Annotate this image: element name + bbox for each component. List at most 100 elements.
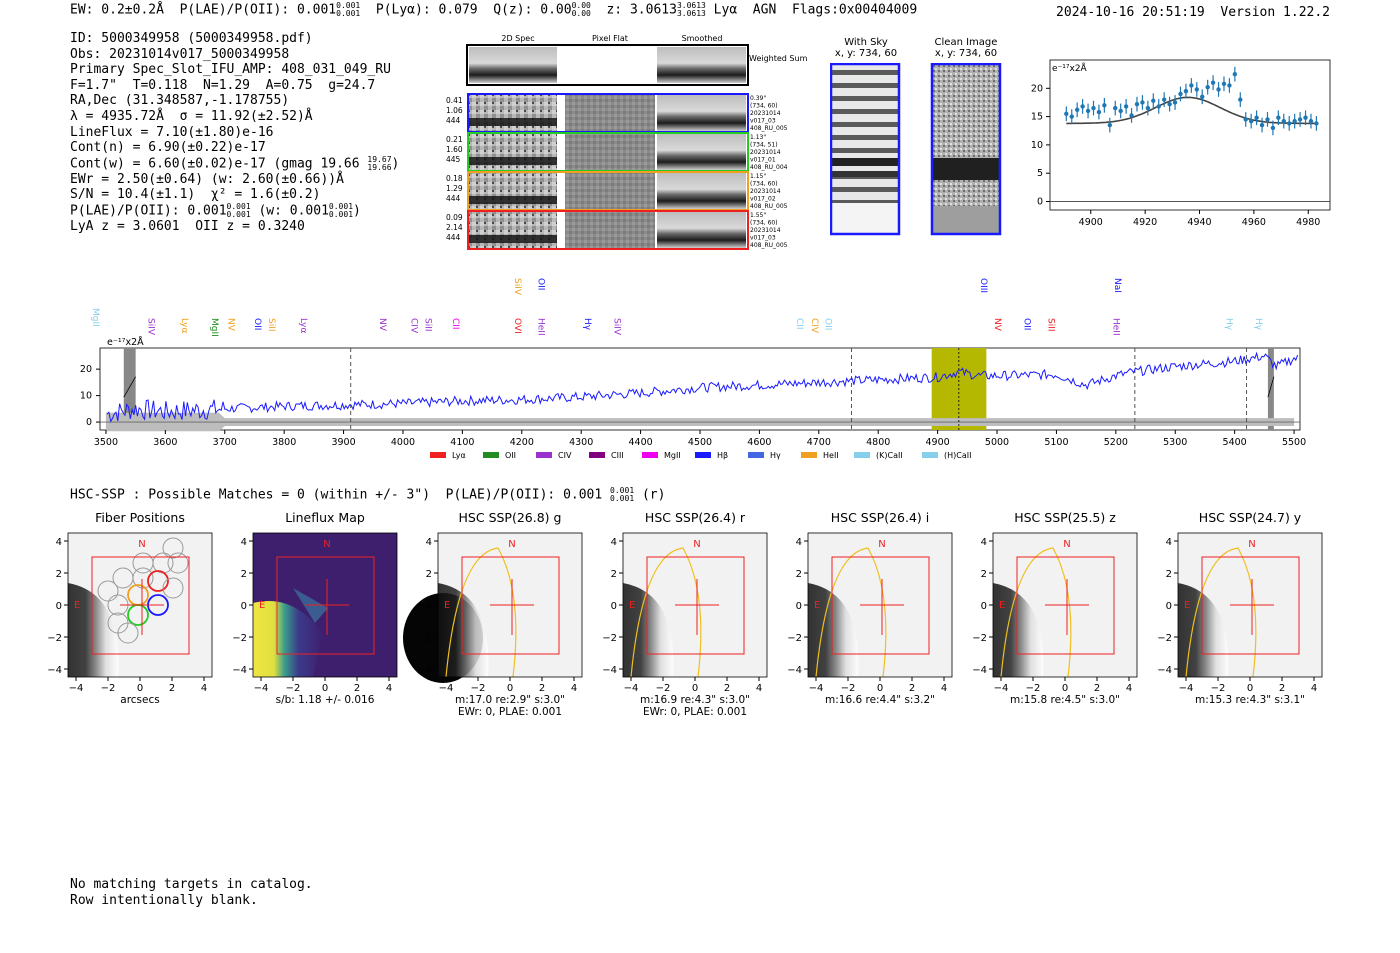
zoom-data-point (1248, 118, 1254, 124)
zoom-data-point (1091, 105, 1096, 111)
spectrum-xtick-label: 5200 (1104, 437, 1128, 448)
zoom-data-point (1303, 115, 1308, 120)
search-box (1016, 556, 1115, 655)
spectrum-xtick-label: 3900 (331, 437, 355, 448)
clean-image (930, 63, 1002, 236)
panel-ytick-label: 0 (1166, 601, 1172, 612)
panel-ytick-label: −2 (47, 633, 62, 644)
zoom-data-point (1064, 111, 1069, 116)
panel-ytick-label: −2 (232, 633, 247, 644)
panel-ytick-label: −4 (1157, 665, 1172, 676)
spectrum-xtick-label: 4600 (747, 437, 771, 448)
info-lineflux: LineFlux = 7.10(±1.80)e-16 (70, 124, 274, 140)
info-primary: Primary Spec_Slot_IFU_AMP: 408_031_049_R… (70, 62, 391, 78)
zoom-data-point (1118, 108, 1123, 114)
zoom-data-point (1210, 80, 1216, 85)
cutout-frame (467, 210, 749, 250)
fiber-cutouts: 2D Spec Pixel Flat Smoothed Weighted Sum… (446, 34, 808, 250)
cutout-left-label: 445 (446, 155, 461, 164)
legend-swatch (748, 452, 764, 458)
z-value: z: 3.0613 (606, 2, 677, 18)
cutout-right-label: v017_02 (750, 196, 776, 203)
panel-ytick-label: 4 (611, 537, 617, 548)
spectrum-xtick-label: 4300 (569, 437, 593, 448)
spectrum-xtick-label: 3500 (94, 437, 118, 448)
panel-xtick-label: 2 (1094, 683, 1100, 694)
cutout-right-label: 20231014 (750, 149, 781, 156)
north-label: N (323, 539, 330, 550)
spectrum-xtick-label: 4700 (807, 437, 831, 448)
aperture-ellipse (630, 547, 702, 678)
panel-ytick-label: 4 (426, 537, 432, 548)
panel-xtick-label: −2 (656, 683, 671, 694)
legend-swatch (922, 452, 938, 458)
line-marker-label: OII (1022, 318, 1032, 330)
cutout-left-label: 1.29 (446, 184, 463, 193)
zoom-data-point (1259, 122, 1265, 128)
panel-xtick-label: −4 (994, 683, 1009, 694)
search-box (91, 556, 190, 655)
zoom-ytick-label: 10 (1031, 140, 1043, 151)
legend-label: CIII (611, 451, 624, 460)
zoom-data-point (1216, 87, 1221, 92)
east-label: E (444, 600, 450, 611)
legend-swatch (589, 452, 605, 458)
info-obs: Obs: 20231014v017_5000349958 (70, 46, 290, 62)
qz-value: Q(z): 0.00 (493, 2, 572, 18)
panel-ytick-label: 0 (611, 601, 617, 612)
cutout-smoothed (657, 134, 746, 170)
image-panel: Fiber Positions N E −4 −4 −2 −2 0 0 2 2 4 4 arcsecs (47, 510, 213, 706)
cutout-left-label: 2.14 (446, 223, 463, 232)
panel-ytick-label: −2 (972, 633, 987, 644)
panel-xtick-label: 0 (692, 683, 698, 694)
cutout-left-label: 0.09 (446, 213, 463, 222)
cutout-pixelflat (565, 212, 655, 248)
zoom-data-point (1167, 101, 1172, 107)
legend-label: (H)CaII (944, 451, 971, 460)
spectrum-ytick-label: 0 (86, 417, 92, 428)
spectrum-xtick-label: 5300 (1163, 437, 1187, 448)
aperture-ellipse (815, 547, 887, 678)
zoom-data-point (1156, 104, 1161, 109)
spectrum-ytick-label: 10 (80, 391, 92, 402)
image-panel: HSC SSP(24.7) y N E −4 −4 −2 −2 0 0 2 2 4 4 m:15.3 re… (1157, 510, 1323, 706)
panel-ytick-label: 4 (981, 537, 987, 548)
north-label: N (878, 539, 885, 550)
panel-ytick-label: −4 (417, 665, 432, 676)
panel-ytick-label: 4 (241, 537, 247, 548)
cutout-right-label: 20231014 (750, 188, 781, 195)
cutout-right-label: (734, 60) (750, 181, 778, 188)
panel-xtick-label: −2 (286, 683, 301, 694)
panel-xtick-label: 2 (1279, 683, 1285, 694)
zoom-data-point (1134, 101, 1140, 107)
zoom-data-point (1314, 121, 1319, 126)
panel-ytick-label: −4 (972, 665, 987, 676)
panel-caption: m:15.8 re:4.5" s:3.0" (1010, 694, 1120, 706)
panel-ytick-label: 4 (1166, 537, 1172, 548)
zoom-data-point (1205, 84, 1210, 90)
line-marker-label: MgII (209, 318, 219, 337)
legend-swatch (536, 452, 552, 458)
line-marker-label: SiIV (612, 318, 622, 336)
aperture-ellipse (445, 547, 517, 678)
cutout-left-label: 444 (446, 116, 461, 125)
zoom-data-point (1292, 118, 1297, 124)
clean-image-title: Clean Image x, y: 734, 60 (934, 37, 998, 59)
info-sn: S/N = 10.4(±1.1) χ² = 1.6(±0.2) (70, 187, 321, 203)
panel-xtick-label: 4 (1311, 683, 1317, 694)
zoom-data-point (1161, 97, 1167, 102)
spectrum-xtick-label: 3800 (272, 437, 296, 448)
north-label: N (1063, 539, 1070, 550)
search-box (1201, 556, 1300, 655)
weighted-sum-row: Weighted Sum (466, 44, 808, 86)
panel-xtick-label: 0 (1247, 683, 1253, 694)
info-id: ID: 5000349958 (5000349958.pdf) (70, 31, 313, 46)
image-panel-title: HSC SSP(26.4) r (645, 510, 746, 525)
zoom-data-point (1074, 107, 1080, 113)
north-label: N (1248, 539, 1255, 550)
zoom-data-point (1172, 100, 1178, 105)
panel-caption: EWr: 0, PLAE: 0.001 (458, 706, 562, 718)
zoom-ytick-label: 15 (1031, 112, 1043, 123)
catalog-footer: No matching targets in catalog. Row inte… (70, 877, 313, 908)
image-panel-title: HSC SSP(26.8) g (459, 510, 562, 525)
